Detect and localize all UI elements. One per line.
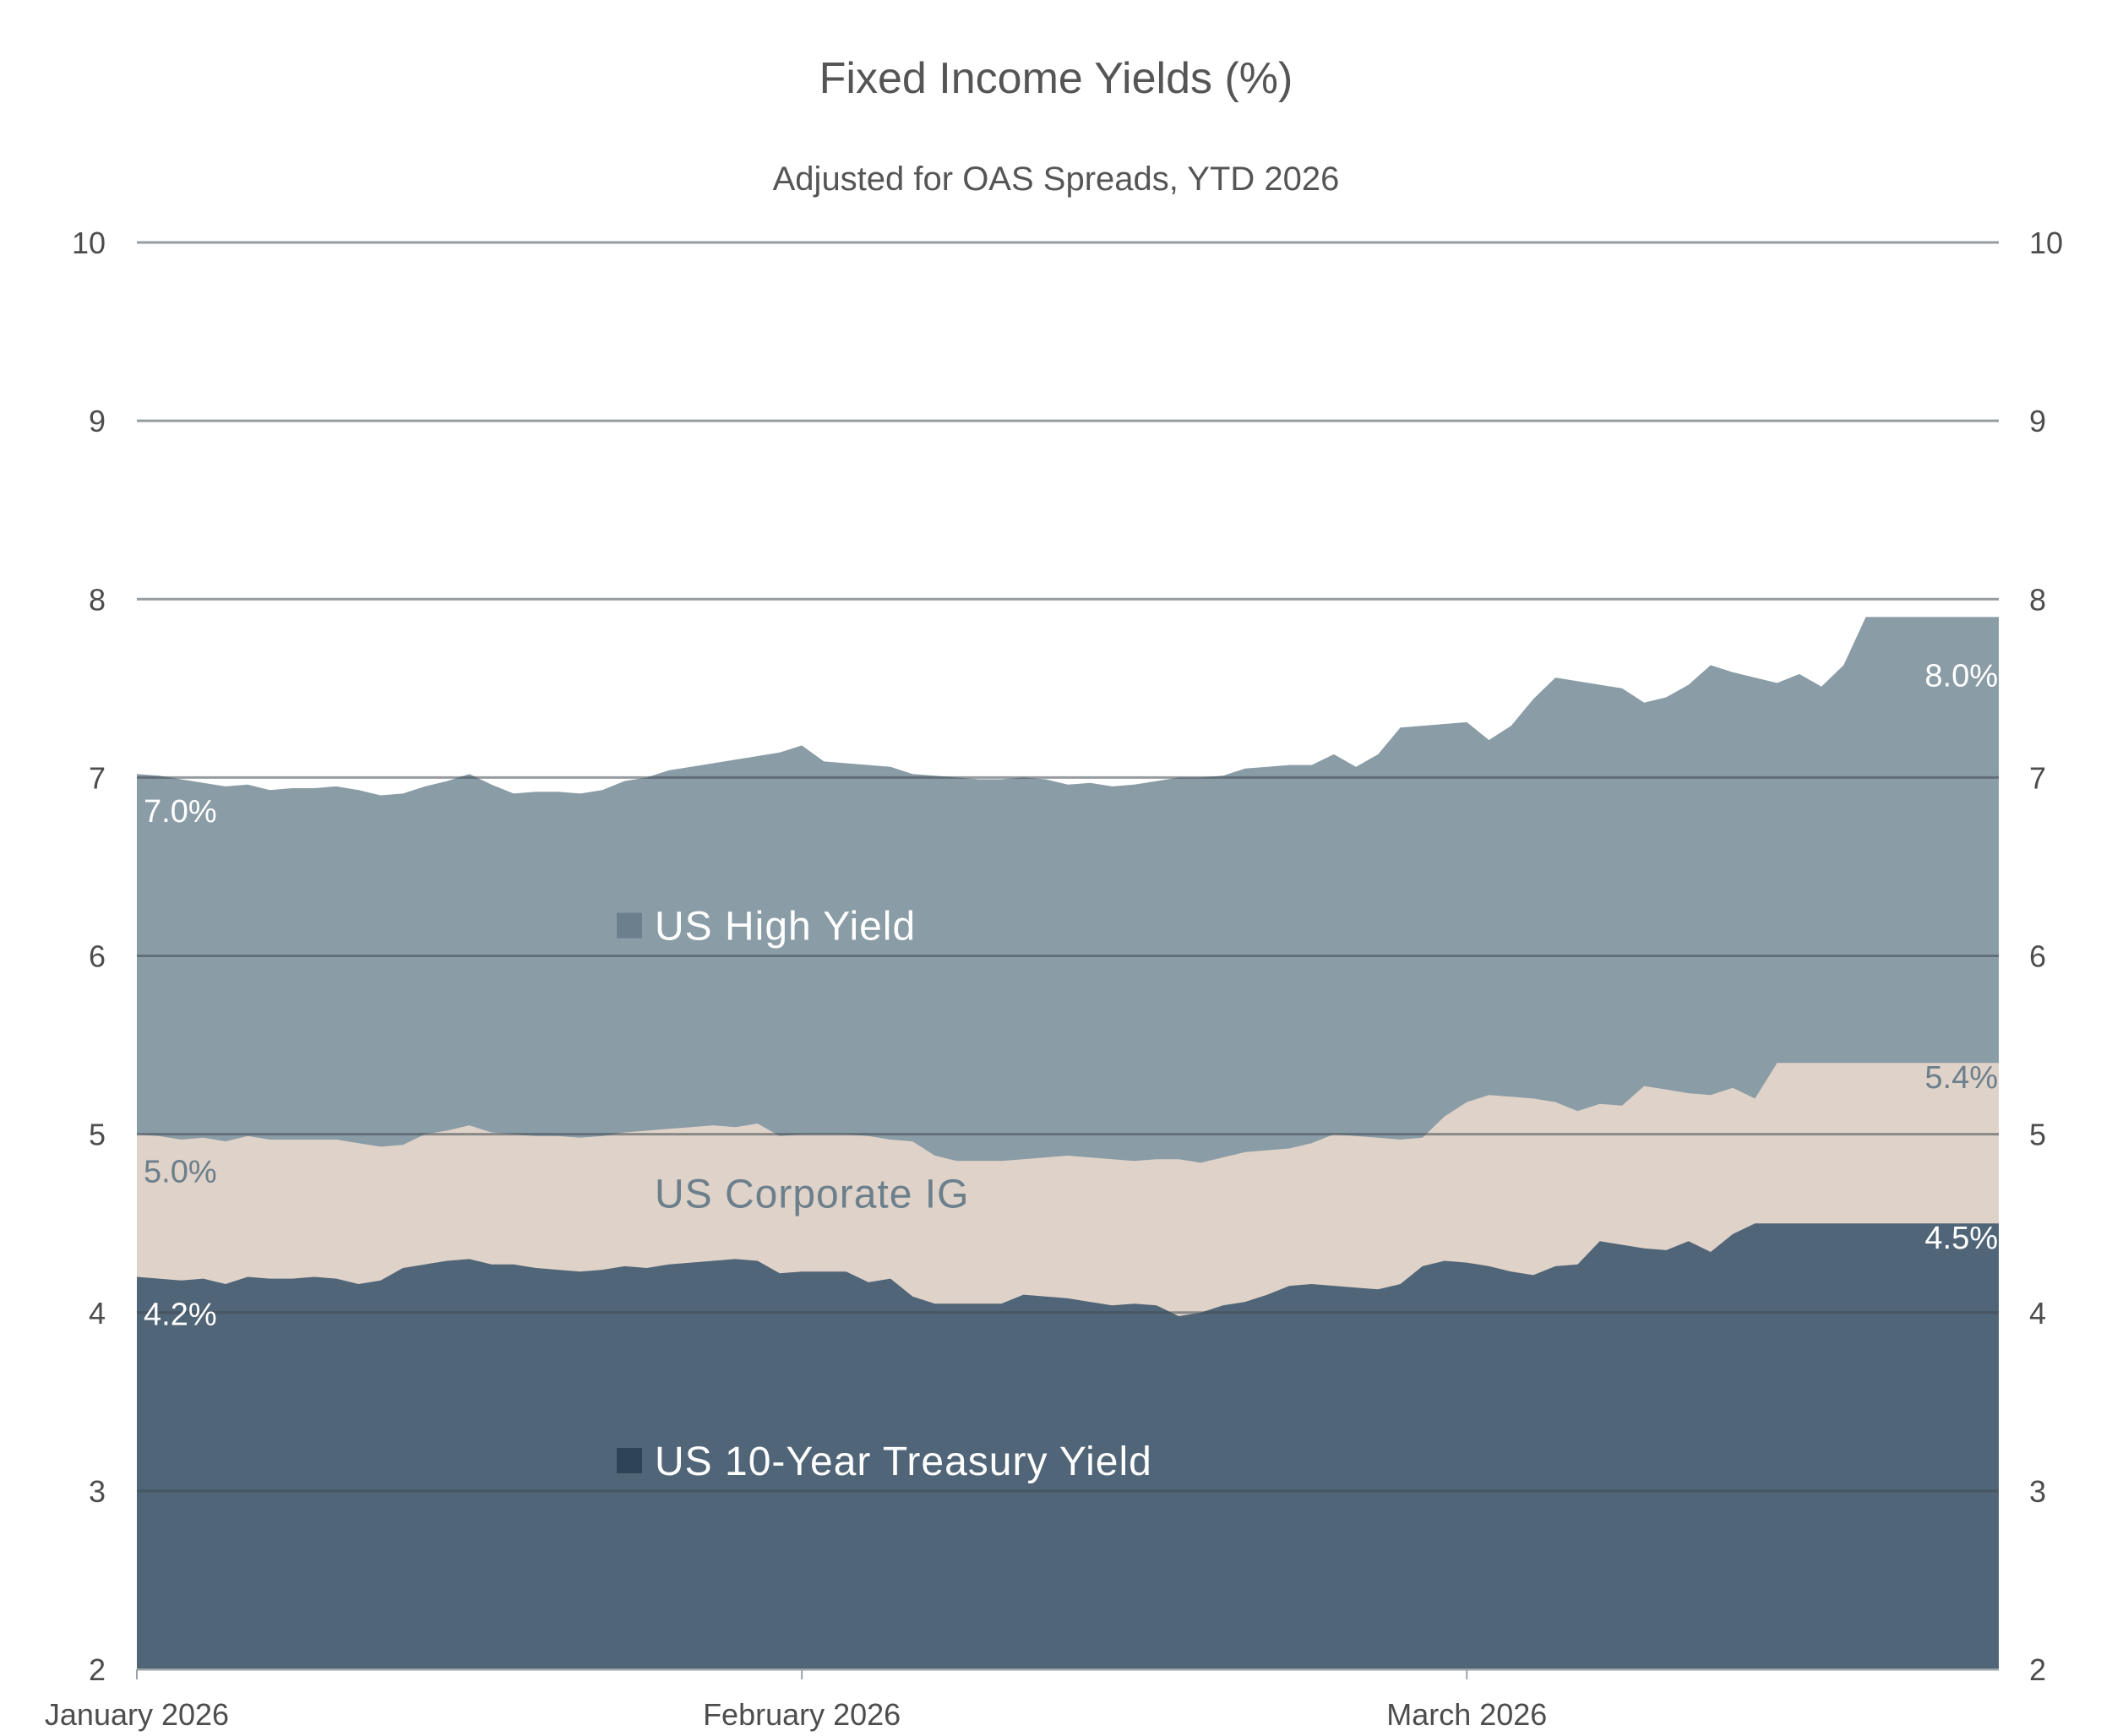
annotation-us-10-year-treasury-yield-start: 4.2%: [144, 1298, 217, 1333]
legend-label-us-corporate-ig: US Corporate IG: [655, 1172, 969, 1216]
x-tick-january-2026: January 2026: [45, 1697, 229, 1732]
chart-subtitle: Adjusted for OAS Spreads, YTD 2026: [773, 161, 1340, 198]
y-tick-right-10: 10: [2029, 226, 2063, 260]
y-tick-right-2: 2: [2029, 1652, 2046, 1687]
x-tick-march-2026: March 2026: [1386, 1697, 1547, 1732]
legend-label-us-10-year-treasury-yield: US 10-Year Treasury Yield: [655, 1439, 1152, 1484]
y-tick-left-5: 5: [89, 1118, 106, 1152]
chart-title: Fixed Income Yields (%): [819, 54, 1293, 103]
y-axis-left: 2 3 4 5 6 7 8 9 10: [72, 226, 106, 1687]
annotation-us-high-yield-start: 7.0%: [144, 794, 217, 830]
x-axis: January 2026 February 2026 March 2026: [45, 1668, 1999, 1732]
y-tick-right-6: 6: [2029, 939, 2046, 974]
annotation-us-corporate-ig-end: 5.4%: [1924, 1060, 1998, 1096]
legend-swatch-us-corporate-ig: [617, 1180, 642, 1206]
legend-swatch-us-10-year-treasury-yield: [617, 1447, 642, 1473]
legend: US High Yield US Corporate IG US 10-Year T…: [617, 905, 1152, 1484]
y-tick-left-3: 3: [89, 1474, 106, 1509]
x-tick-february-2026: February 2026: [703, 1697, 901, 1732]
area-layers: [137, 617, 1999, 1669]
legend-swatch-us-high-yield: [617, 912, 642, 939]
y-tick-right-9: 9: [2029, 404, 2046, 438]
y-tick-right-8: 8: [2029, 582, 2046, 617]
annotation-us-10-year-treasury-yield-end: 4.5%: [1924, 1221, 1998, 1256]
y-tick-left-2: 2: [89, 1652, 106, 1687]
y-tick-left-6: 6: [89, 939, 106, 974]
y-tick-right-5: 5: [2029, 1118, 2046, 1152]
annotation-us-high-yield-end: 8.0%: [1924, 658, 1998, 694]
y-tick-left-4: 4: [89, 1296, 106, 1331]
y-axis-right: 2 3 4 5 6 7 8 9 10: [2029, 226, 2063, 1687]
y-tick-left-10: 10: [72, 226, 106, 260]
y-tick-left-8: 8: [89, 582, 106, 617]
annotation-us-corporate-ig-start: 5.0%: [144, 1155, 217, 1190]
y-tick-left-9: 9: [89, 404, 106, 438]
y-tick-right-7: 7: [2029, 760, 2046, 795]
y-tick-right-3: 3: [2029, 1474, 2046, 1509]
y-tick-right-4: 4: [2029, 1296, 2046, 1331]
legend-label-us-high-yield: US High Yield: [655, 905, 916, 950]
area-us-10-year-treasury-yield: [137, 1223, 1999, 1669]
annotations: 7.0% 8.0% 5.0% 5.4% 4.2% 4.5%: [144, 658, 1998, 1332]
y-tick-left-7: 7: [89, 760, 106, 795]
